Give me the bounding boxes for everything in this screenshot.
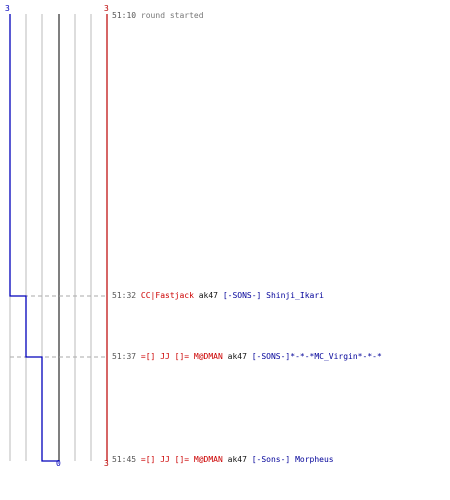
weapon-name: ak47: [222, 455, 252, 464]
event-time: 51:32: [112, 291, 137, 300]
event-text: round started: [140, 11, 204, 20]
killer-name: =[] JJ []= M@DMAN: [140, 352, 223, 361]
blue-end-label: 0: [56, 459, 61, 468]
event-row: 51:45 =[] JJ []= M@DMAN ak47 [-Sons-] Mo…: [112, 455, 334, 465]
victim-name: [-SONS-] Shinji_Ikari: [222, 291, 324, 300]
weapon-name: ak47: [222, 352, 252, 361]
killer-name: CC|Fastjack: [140, 291, 194, 300]
blue-start-label: 3: [5, 4, 10, 13]
victim-name: [-Sons-] Morpheus: [251, 455, 334, 464]
weapon-name: ak47: [193, 291, 223, 300]
victim-name: [-SONS-]*-*-*MC_Virgin*-*-*: [251, 352, 382, 361]
event-time: 51:10: [112, 11, 137, 20]
event-row: 51:37 =[] JJ []= M@DMAN ak47 [-SONS-]*-*…: [112, 352, 382, 362]
event-time: 51:37: [112, 352, 137, 361]
event-row: 51:32 CC|Fastjack ak47 [-SONS-] Shinji_I…: [112, 291, 324, 301]
event-row: 51:10 round started: [112, 11, 204, 21]
killer-name: =[] JJ []= M@DMAN: [140, 455, 223, 464]
event-time: 51:45: [112, 455, 137, 464]
red-end-label: 3: [104, 459, 109, 468]
blue-score-line: [9, 14, 59, 462]
red-start-label: 3: [104, 4, 109, 13]
